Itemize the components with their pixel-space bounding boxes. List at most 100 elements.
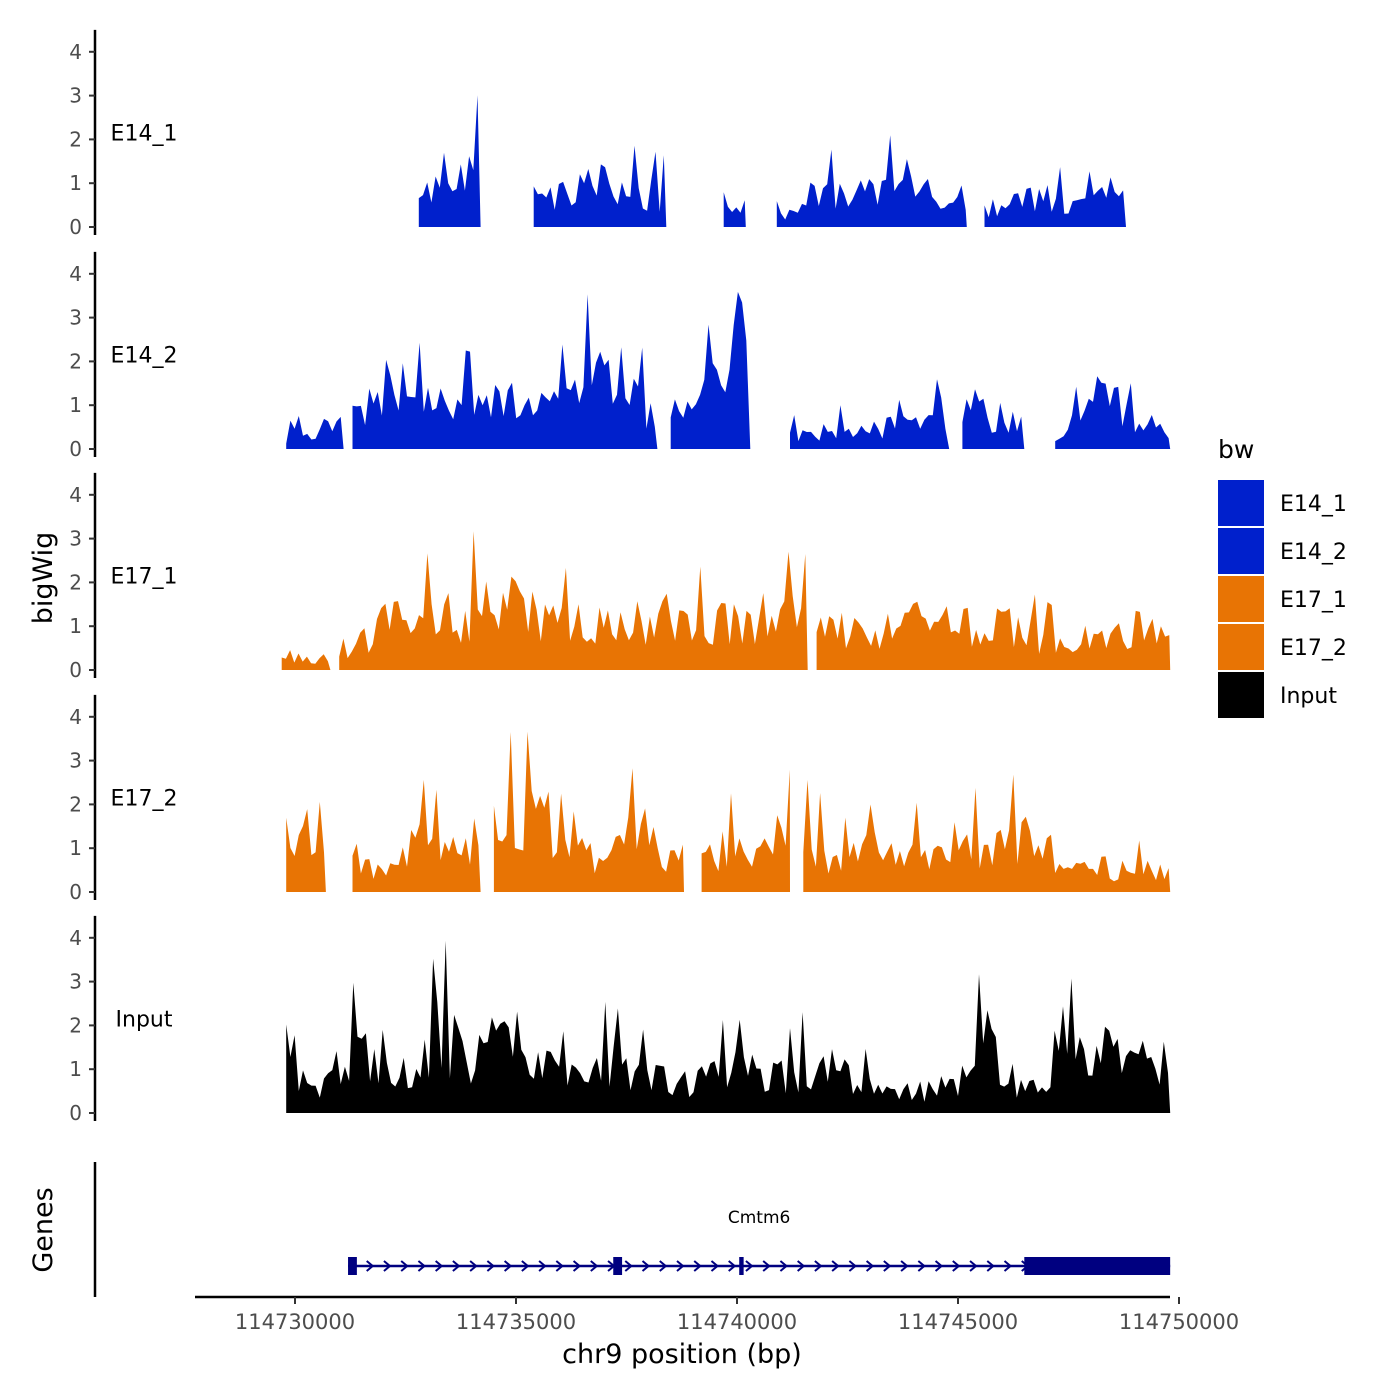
y-tick-label: 2 [69,792,82,816]
strand-arrow [710,1260,720,1272]
y-tick-label: 1 [69,836,82,860]
strand-arrow [831,1260,840,1272]
y-tick-label: 1 [69,1057,82,1081]
strand-arrow [676,1260,685,1272]
y-tick-label: 3 [69,306,82,330]
coverage-area [701,769,790,892]
y-tick-label: 3 [69,749,82,773]
y-tick-label: 3 [69,84,82,108]
strand-arrow [590,1260,599,1272]
legend-swatch [1218,528,1264,574]
strand-arrow [986,1260,995,1272]
x-tick-label: 114750000 [1119,1310,1239,1334]
strand-arrow [624,1260,633,1272]
track-E14_2: 0 1 2 3 4 E14_2 [69,251,1171,461]
strand-arrow [693,1260,702,1272]
y-tick-label: 4 [69,262,82,286]
legend-swatch [1218,576,1264,622]
track-label: E17_1 [111,564,178,589]
y-tick-label: 0 [69,1101,82,1125]
coverage-area [493,731,684,892]
coverage-area [962,389,1025,449]
strand-arrow [503,1260,513,1272]
strand-arrow [883,1260,892,1272]
legend-label: E14_2 [1280,540,1347,565]
strand-arrow [555,1260,564,1272]
strand-arrow [952,1260,961,1272]
y-tick-label: 1 [69,393,82,417]
track-label: E17_2 [111,786,178,811]
y-tick-label: 4 [69,483,82,507]
exon [613,1257,623,1275]
x-tick-label: 114730000 [235,1310,355,1334]
strand-arrow [538,1260,547,1272]
exon [1024,1257,1171,1275]
y-tick-label: 0 [69,215,82,239]
legend-swatch [1218,672,1264,718]
coverage-area [286,801,326,892]
y-tick-label: 2 [69,349,82,373]
strand-arrow [848,1260,857,1272]
strand-arrow [745,1260,754,1272]
coverage-area [816,594,1171,670]
y-axis-title: bigWig [28,532,59,625]
y-tick-label: 2 [69,570,82,594]
legend-label: Input [1280,684,1337,709]
x-tick-label: 114735000 [456,1310,576,1334]
coverage-area [281,650,331,670]
y-tick-label: 3 [69,970,82,994]
y-tick-label: 0 [69,658,82,682]
track-label: Input [116,1007,173,1032]
strand-arrow [521,1260,530,1272]
track-Input: 0 1 2 3 4 Input [69,915,1171,1125]
coverage-area [670,291,751,449]
coverage-area [286,416,344,449]
y-tick-label: 1 [69,171,82,195]
strand-arrow [900,1260,909,1272]
track-label: E14_1 [111,121,178,146]
strand-arrow [366,1260,375,1272]
y-tick-label: 1 [69,614,82,638]
strand-arrow [641,1260,651,1272]
strand-arrow [969,1260,978,1272]
legend: bw E14_1 E14_2 E17_1 E17_2 Input [1218,435,1347,718]
y-tick-label: 2 [69,1013,82,1037]
legend-label: E14_1 [1280,492,1347,517]
x-axis-title: chr9 position (bp) [562,1339,802,1370]
legend-swatch [1218,480,1264,526]
strand-arrow [400,1260,409,1272]
strand-arrow [383,1260,392,1272]
track-E17_2: 0 1 2 3 4 E17_2 [69,694,1171,904]
exon [739,1257,744,1275]
coverage-area [790,379,950,449]
coverage-area [1055,376,1171,449]
strand-arrow [917,1260,926,1272]
strand-arrow [469,1260,478,1272]
legend-label: E17_1 [1280,588,1347,613]
legend-swatch [1218,624,1264,670]
y-tick-label: 3 [69,527,82,551]
strand-arrow [659,1260,668,1272]
coverage-area [984,167,1126,227]
x-tick-label: 114745000 [898,1310,1018,1334]
track-E14_1: 0 1 2 3 4 E14_1 [69,29,1126,239]
gene-label: Cmtm6 [728,1208,790,1228]
track-label: E14_2 [111,343,178,368]
strand-arrow [1003,1260,1013,1272]
strand-arrow [779,1260,788,1272]
x-axis-ticks: 114730000 114735000 114740000 114745000 1147… [235,1297,1239,1334]
legend-entries: E14_1 E14_2 E17_1 E17_2 Input [1218,480,1347,718]
gene-model [348,1257,1171,1275]
legend-label: E17_2 [1280,636,1347,661]
coverage-area [352,294,658,449]
coverage-tracks: 0 1 2 3 4 E14_1 0 1 2 3 4 E14_2 0 1 2 3 4 E17_1 0 1 2 3 4 E17_2… [69,29,1171,1125]
y-tick-label: 4 [69,40,82,64]
track-E17_1: 0 1 2 3 4 E17_1 [69,472,1171,682]
strand-arrow [728,1260,737,1272]
strand-arrow [814,1260,823,1272]
coverage-area [352,779,481,892]
strand-arrow [865,1260,875,1272]
strand-arrow [762,1260,771,1272]
x-tick-label: 114740000 [677,1310,797,1334]
